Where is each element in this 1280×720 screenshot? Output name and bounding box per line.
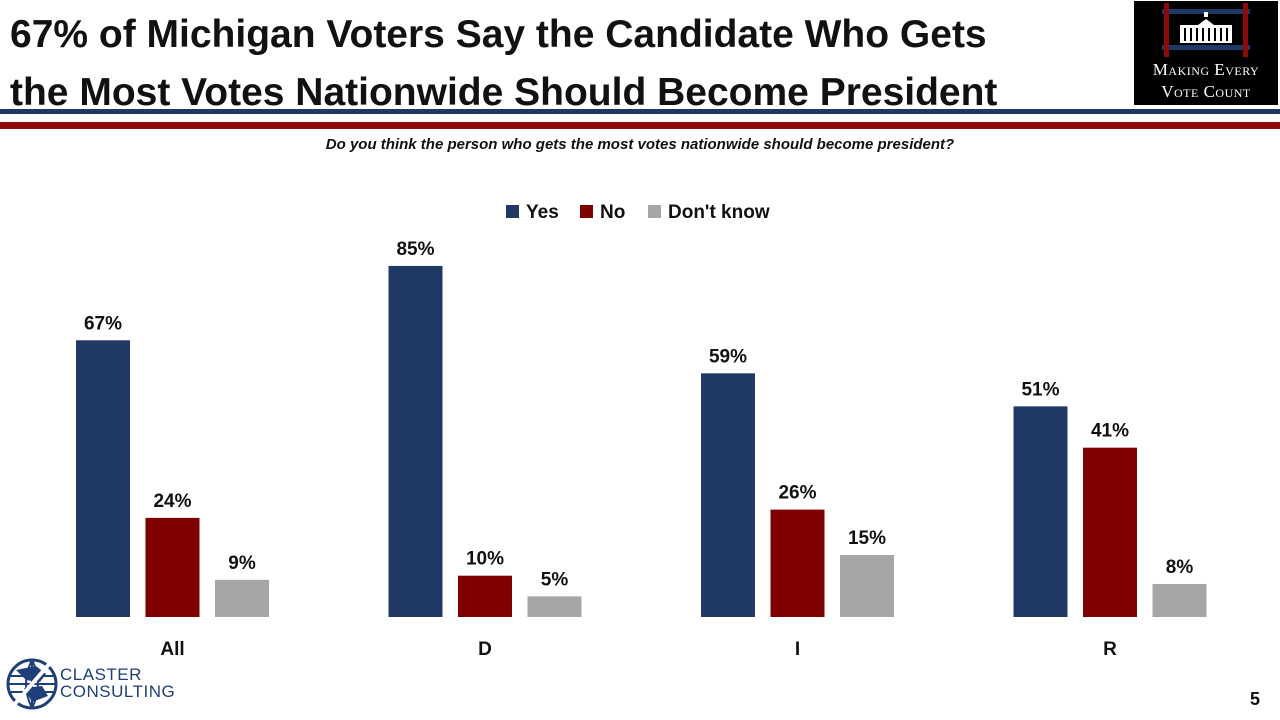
legend-swatch-no: [580, 205, 593, 218]
legend-label-don-t-know: Don't know: [668, 202, 770, 223]
data-label-r-yes: 51%: [1021, 379, 1059, 400]
category-label-d: D: [478, 639, 492, 660]
logo-text-line-2: Vote Count: [1161, 82, 1251, 101]
header-rule-gap: [0, 114, 1280, 116]
claster-globe-icon: [6, 654, 58, 714]
slide-title-line-2: the Most Votes Nationwide Should Become …: [10, 71, 998, 114]
bar-chart: Yes No Don't know 67% 24% 9% All 85% 10% 5% D 59% 26…: [76, 202, 1207, 660]
category-label-i: I: [795, 639, 800, 660]
legend-swatch-don-t-know: [648, 205, 661, 218]
bar-all-yes: [76, 340, 130, 617]
bar-d-don-t-know: [527, 596, 582, 617]
header-rule-navy: [0, 109, 1280, 114]
legend-label-no: No: [600, 202, 625, 223]
data-label-r-don-t-know: 8%: [1166, 557, 1194, 578]
survey-question: Do you think the person who gets the mos…: [325, 136, 955, 153]
legend-swatch-yes: [506, 205, 519, 218]
data-label-d-don-t-know: 5%: [541, 569, 569, 590]
bar-i-yes: [701, 373, 755, 617]
bar-all-no: [145, 517, 200, 617]
bar-r-don-t-know: [1152, 583, 1207, 617]
category-label-all: All: [160, 639, 184, 660]
logo-text: Making Every Vote Count: [1134, 59, 1278, 103]
bar-d-yes: [388, 265, 443, 617]
data-label-r-no: 41%: [1091, 421, 1129, 442]
data-label-d-no: 10%: [466, 549, 504, 570]
brand-line-2: CONSULTING: [60, 682, 176, 701]
category-label-r: R: [1103, 639, 1117, 660]
data-label-all-don-t-know: 9%: [228, 553, 256, 574]
bar-r-no: [1083, 447, 1137, 617]
data-label-all-no: 24%: [153, 491, 191, 512]
bar-i-don-t-know: [840, 555, 894, 617]
bar-i-no: [770, 509, 825, 617]
bar-r-yes: [1013, 406, 1068, 617]
page-number: 5: [1250, 689, 1261, 709]
legend-label-yes: Yes: [526, 202, 559, 223]
making-every-vote-count-logo: Making Every Vote Count: [1134, 1, 1278, 105]
white-house-icon: [1162, 3, 1250, 57]
slide-title-line-1: 67% of Michigan Voters Say the Candidate…: [10, 13, 987, 56]
claster-consulting-brand: CLASTER CONSULTING: [60, 666, 175, 700]
bar-d-no: [458, 575, 512, 617]
slide-title: 67% of Michigan Voters Say the Candidate…: [10, 6, 1110, 122]
data-label-i-no: 26%: [778, 483, 816, 504]
bar-all-don-t-know: [215, 579, 269, 617]
brand-line-1: CLASTER: [60, 665, 142, 684]
data-label-all-yes: 67%: [84, 313, 122, 334]
header-rule-red: [0, 122, 1280, 129]
data-label-i-don-t-know: 15%: [848, 528, 886, 549]
data-label-d-yes: 85%: [396, 239, 434, 260]
logo-text-line-1: Making Every: [1152, 60, 1260, 79]
data-label-i-yes: 59%: [709, 346, 747, 367]
